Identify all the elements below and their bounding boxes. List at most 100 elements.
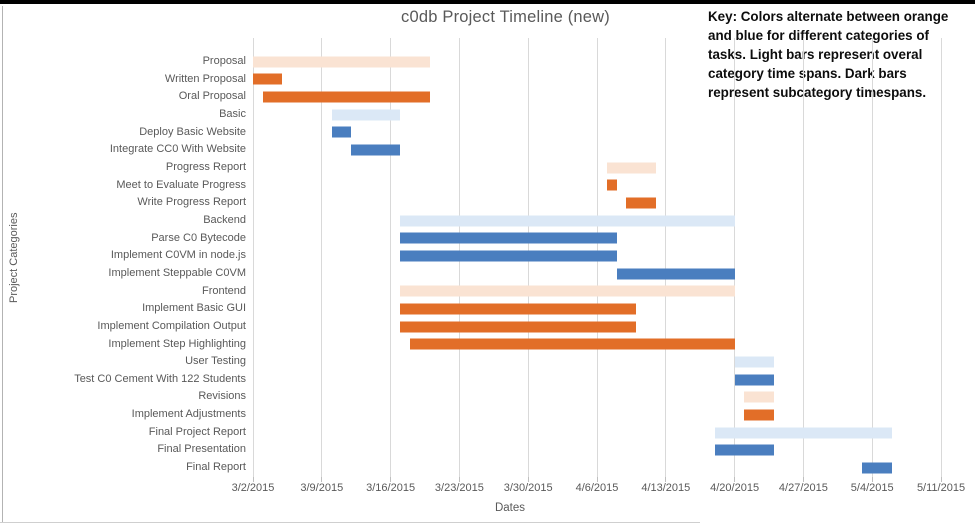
task-row: User Testing	[0, 353, 975, 371]
task-row: Written Proposal	[0, 71, 975, 89]
task-bar	[606, 179, 617, 191]
key-note-line: tasks. Light bars represent overal	[708, 47, 923, 62]
gridline	[321, 38, 323, 477]
task-bar	[400, 215, 735, 227]
task-bar	[626, 197, 656, 209]
axis-tick-mark	[802, 477, 804, 482]
task-bar	[331, 109, 401, 121]
task-label: Backend	[203, 213, 246, 226]
task-label: Parse C0 Bytecode	[151, 231, 246, 244]
task-label: Basic	[219, 107, 246, 120]
axis-tick-mark	[458, 477, 460, 482]
task-label: Revisions	[198, 390, 246, 403]
task-bar	[606, 162, 656, 174]
key-note: Key: Colors alternate between orange and …	[708, 7, 974, 102]
x-tick-label: 3/9/2015	[300, 482, 344, 494]
x-tick-label: 3/2/2015	[231, 482, 275, 494]
task-bar	[410, 338, 735, 350]
key-note-line: category time spans. Dark bars	[708, 66, 907, 81]
task-track	[253, 212, 941, 230]
axis-tick-mark	[940, 477, 942, 482]
task-row: Integrate CC0 With Website	[0, 141, 975, 159]
task-bar	[734, 356, 774, 368]
task-label: Final Project Report	[148, 425, 246, 438]
task-track	[253, 441, 941, 459]
task-track	[253, 53, 941, 71]
axis-tick-mark	[252, 477, 254, 482]
task-bar	[331, 126, 352, 138]
task-track	[253, 177, 941, 195]
task-bar	[253, 73, 283, 85]
task-bar	[714, 427, 892, 439]
task-bar	[744, 409, 774, 421]
task-label: Test C0 Cement With 122 Students	[74, 372, 246, 385]
task-bar	[744, 391, 774, 403]
task-bar	[616, 268, 735, 280]
gridline	[802, 38, 804, 477]
axis-tick-mark	[527, 477, 529, 482]
x-tick-label: 4/6/2015	[575, 482, 619, 494]
task-label: Implement Adjustments	[131, 408, 246, 421]
left-border	[2, 6, 3, 522]
task-bar	[862, 462, 892, 474]
task-rows: Proposal Written Proposal Oral Proposal Bas…	[0, 53, 975, 477]
task-track	[253, 106, 941, 124]
gridline	[252, 38, 254, 477]
task-track	[253, 371, 941, 389]
task-track	[253, 124, 941, 142]
task-track	[253, 71, 941, 89]
task-label: Implement Basic GUI	[142, 302, 246, 315]
task-row: Deploy Basic Website	[0, 124, 975, 142]
gridline	[734, 38, 736, 477]
axis-tick-mark	[871, 477, 873, 482]
x-tick-label: 5/4/2015	[850, 482, 894, 494]
task-row: Oral Proposal	[0, 88, 975, 106]
task-track	[253, 230, 941, 248]
task-label: Proposal	[202, 55, 246, 67]
task-track	[253, 406, 941, 424]
task-row: Write Progress Report	[0, 194, 975, 212]
task-track	[253, 141, 941, 159]
x-tick-label: 3/16/2015	[366, 482, 416, 494]
task-row: Progress Report	[0, 159, 975, 177]
task-row: Meet to Evaluate Progress	[0, 177, 975, 195]
task-row: Final Project Report	[0, 424, 975, 442]
task-bar	[400, 250, 617, 262]
task-row: Proposal	[0, 53, 975, 71]
key-note-line: and blue for different categories of	[708, 28, 929, 43]
task-label: Oral Proposal	[178, 90, 246, 103]
axis-tick-mark	[665, 477, 667, 482]
task-row: Final Presentation	[0, 441, 975, 459]
task-row: Implement Compilation Output	[0, 318, 975, 336]
task-label: Frontend	[201, 284, 246, 297]
task-bar	[400, 232, 617, 244]
task-bar	[253, 56, 430, 68]
task-row: Implement Basic GUI	[0, 300, 975, 318]
x-tick-label: 3/30/2015	[503, 482, 553, 494]
task-label: Written Proposal	[164, 72, 246, 85]
task-bar	[400, 303, 637, 315]
task-track	[253, 265, 941, 283]
task-bar	[262, 91, 430, 103]
x-tick-label: 5/11/2015	[916, 482, 966, 494]
task-row: Implement Step Highlighting	[0, 336, 975, 354]
axis-tick-mark	[734, 477, 736, 482]
task-track	[253, 388, 941, 406]
gridline	[871, 38, 873, 477]
task-row: Revisions	[0, 388, 975, 406]
task-bar	[400, 321, 637, 333]
task-label: Progress Report	[165, 160, 246, 173]
key-note-line: represent subcategory timespans.	[708, 85, 927, 100]
task-label: Final Report	[186, 461, 246, 474]
task-row: Backend	[0, 212, 975, 230]
axis-tick-mark	[596, 477, 598, 482]
key-note-line: Key: Colors alternate between orange	[708, 9, 949, 24]
task-label: Integrate CC0 With Website	[109, 143, 246, 156]
task-track	[253, 300, 941, 318]
task-label: Implement Step Highlighting	[108, 337, 246, 350]
task-label: Final Presentation	[157, 443, 246, 456]
task-row: Frontend	[0, 283, 975, 301]
axis-tick-mark	[390, 477, 392, 482]
gridline	[390, 38, 392, 477]
gridline	[940, 38, 942, 477]
